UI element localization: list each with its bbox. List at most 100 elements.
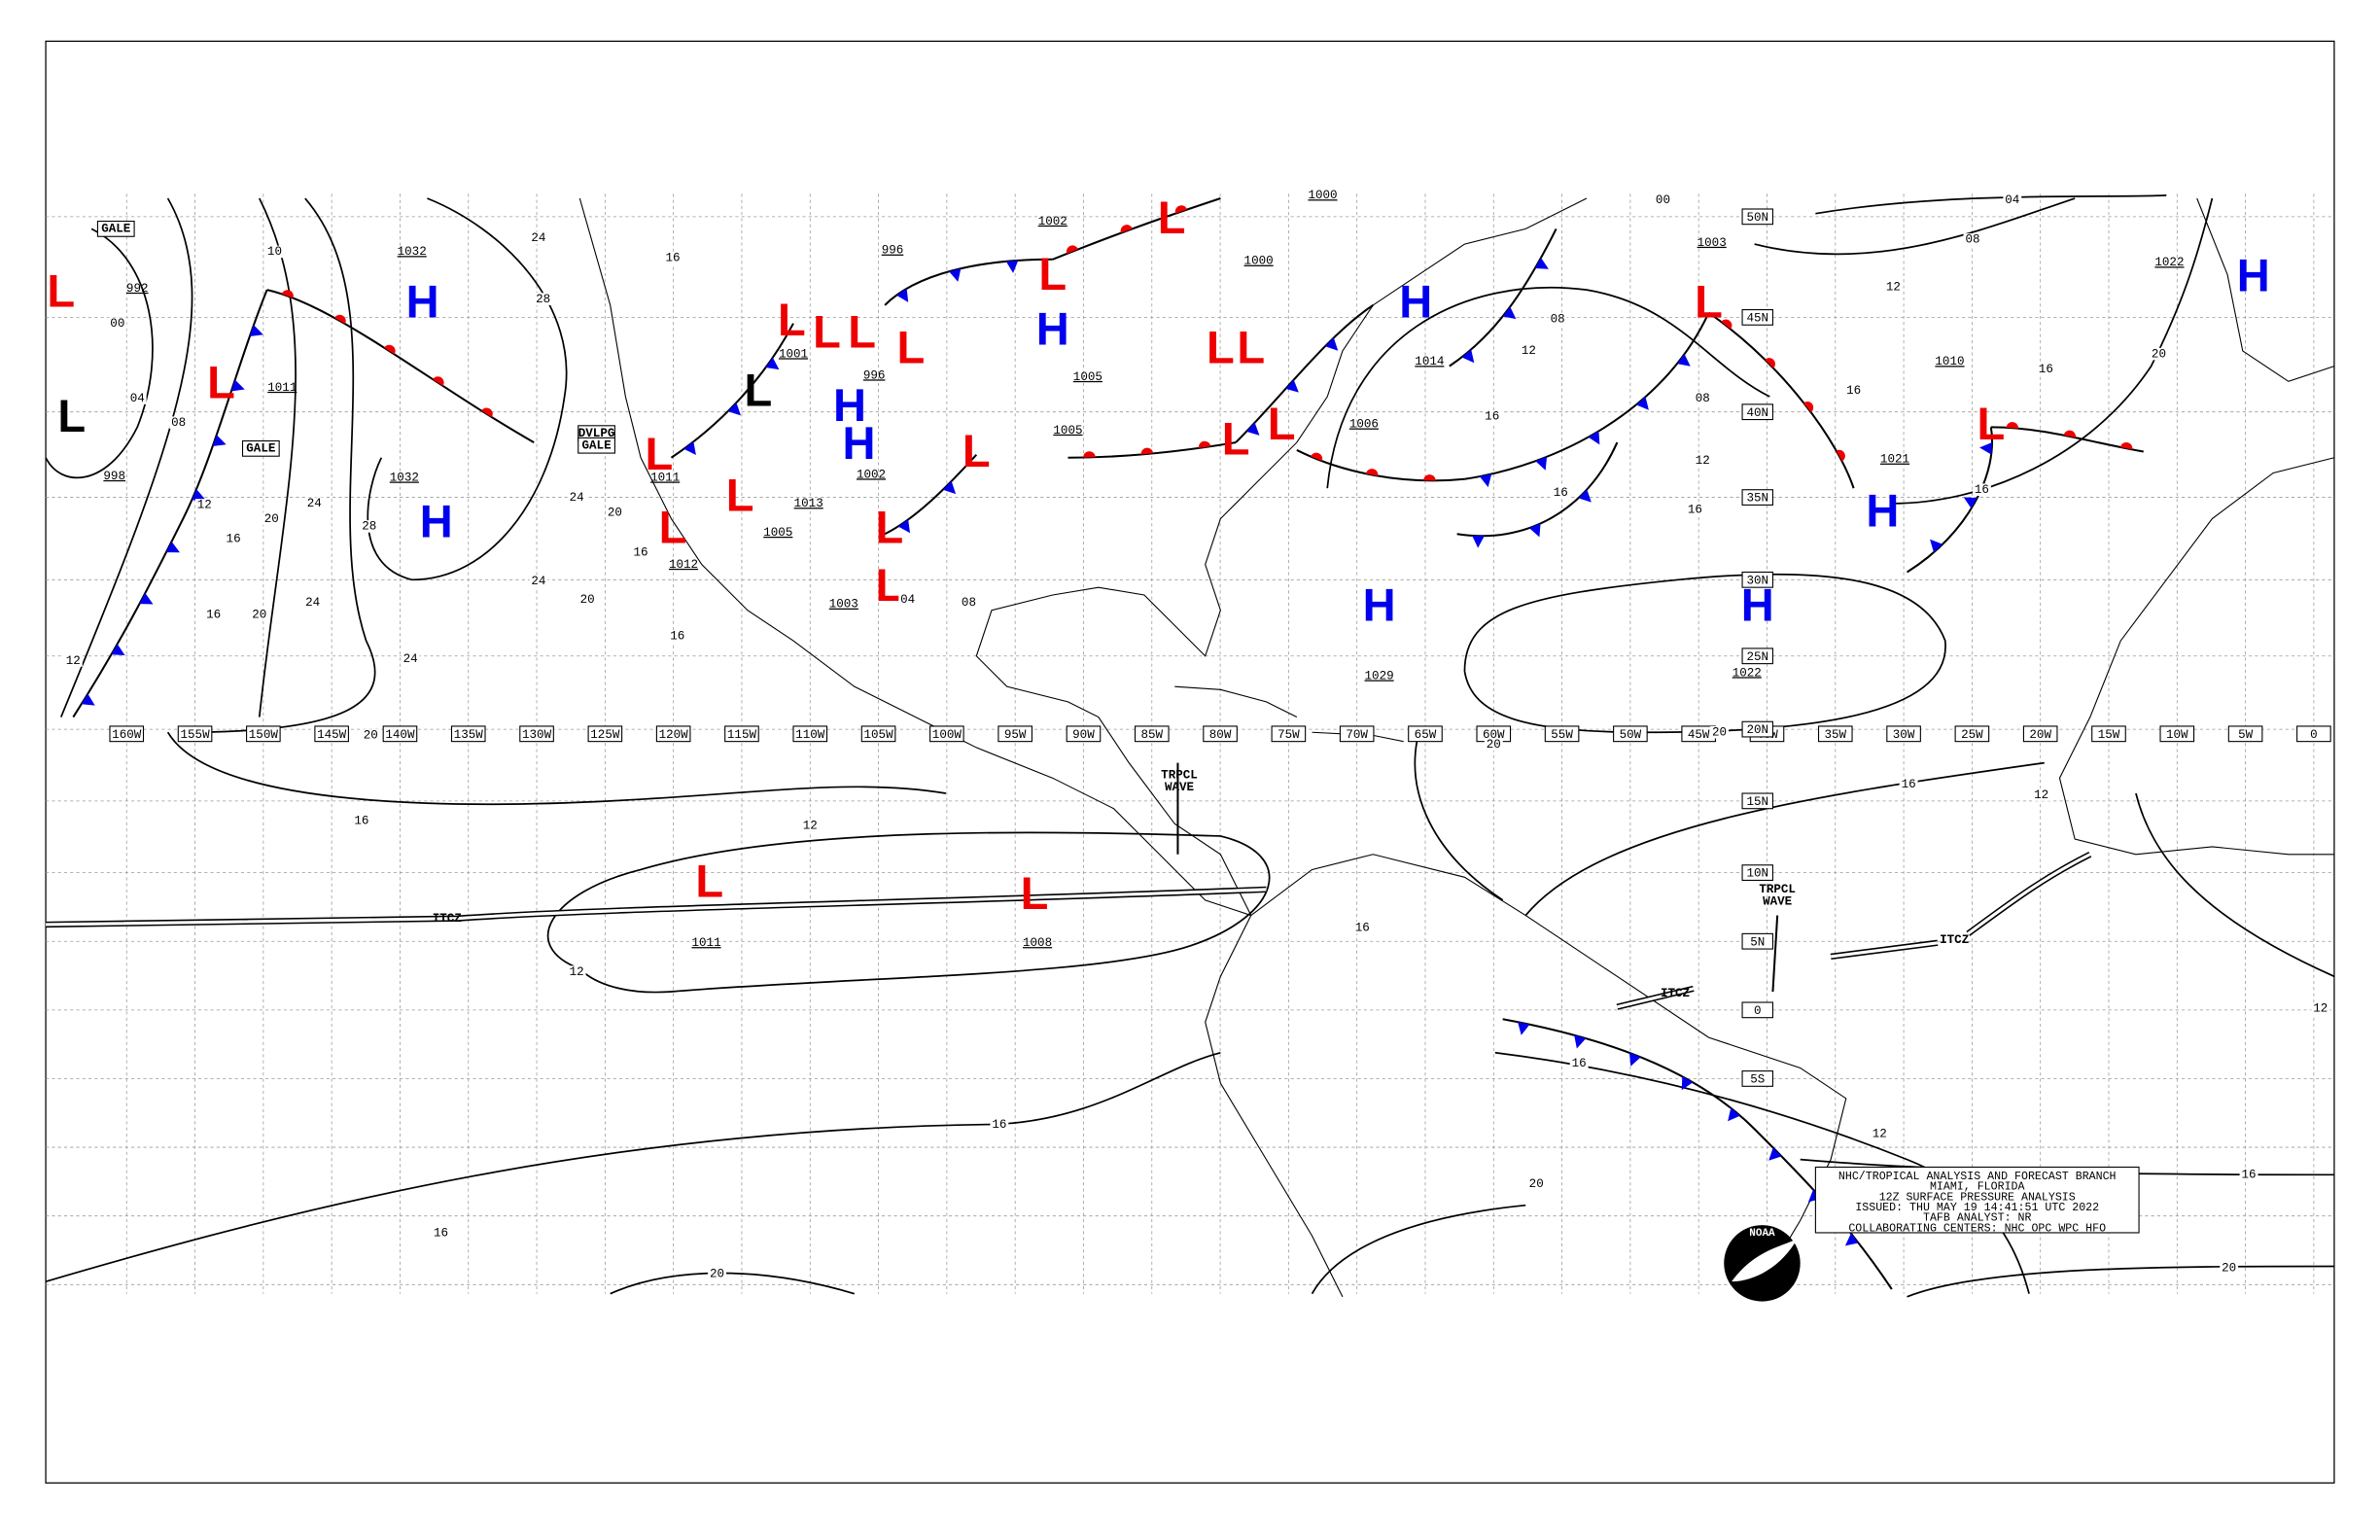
isobar [1891,197,2214,505]
longitude-label-box [724,725,759,743]
fronts [72,197,2144,1290]
isobar-label-bg [529,231,548,245]
cold-front-pip [230,379,245,392]
cold-front [1464,312,1710,480]
isobar-label-bg [63,654,83,667]
longitude-label: 115W [727,728,757,742]
latitude-label-box [1741,403,1773,421]
isobar-label: 20 [252,609,266,622]
isobar-label: 16 [1355,921,1370,934]
longitude-label-box [1954,725,1990,743]
itcz-band [1617,853,2091,1009]
pressure-center: L [875,502,903,553]
latitude-label-box [1741,792,1773,810]
pressure-center: L [1158,192,1186,243]
pressure-center: L [1268,398,1296,449]
isobar [1494,1051,2030,1294]
cold-front-pip [1502,306,1517,320]
latitude-label: 5S [1750,1073,1765,1087]
isobar-label: 12 [2034,788,2048,802]
warm-front [1052,197,1221,261]
warm-front-pip [1120,225,1133,233]
annotation: WAVE [1165,781,1195,794]
longitude-label-box [1339,725,1375,743]
isobar-label: 16 [1846,384,1861,398]
longitude-label: 85W [1140,728,1163,742]
latitude-label-box [1741,208,1773,226]
isobar-label: 12 [2313,1002,2328,1016]
longitude-label-box [1613,725,1648,743]
latitude-label-box [1741,309,1773,326]
isobar [166,731,947,806]
central-pressure: 1032 [390,471,419,484]
central-pressure: 1002 [857,468,886,481]
central-pressure: 1001 [779,347,808,361]
longitude-label-box [792,725,828,743]
isobar-label-bg [1710,725,1729,739]
longitude-label-box [1886,725,1921,743]
cold-front-pip [896,288,909,302]
central-pressure: 1006 [1349,418,1379,432]
warm-front-pip [433,376,444,386]
info-line: NHC/TROPICAL ANALYSIS AND FORECAST BRANC… [1838,1171,2117,1183]
isobar-label-bg [534,293,553,305]
warm-front-pip [1066,245,1079,254]
isobar-label: 20 [1487,738,1501,752]
pressure-center: H [1036,303,1069,355]
isobar-label-bg [2032,788,2051,801]
itcz-band [1616,851,2092,1010]
annotation: ITCZ [433,912,462,926]
latitude-label: 45N [1746,312,1768,326]
isobar-label-bg [1973,483,1991,497]
longitude-label-box [1408,725,1443,743]
isobar-label-bg [108,317,127,330]
isobar-label: 16 [1975,483,1989,497]
pressure-center: L [1207,321,1235,372]
pressure-center: L [1237,321,1265,372]
longitude-label: 135W [454,728,484,742]
isobar-label: 08 [1696,392,1710,405]
longitude-label: 80W [1209,728,1232,742]
isobar-label: 12 [1886,280,1901,294]
central-pressure: 998 [103,470,125,483]
isobar-label-bg [1551,486,1570,500]
isobar-label: 16 [665,252,680,265]
isobar-label-bg [1484,738,1503,752]
pressure-center: H [1399,275,1432,327]
longitude-label-box [860,725,896,743]
longitude-label: 90W [1072,728,1095,742]
longitude-label: 15W [2098,728,2120,742]
isobar-label-bg [1519,344,1538,358]
longitude-label-box [655,725,691,743]
itcz [46,762,2092,1010]
central-pressure: 1022 [2154,256,2184,269]
longitude-label-box [1203,725,1238,743]
cold-front-pip [1461,349,1475,364]
pressure-center: L [47,264,75,316]
isobar [1311,1204,1526,1295]
isobar-label: 16 [1554,486,1568,500]
cold-front-pip [249,325,263,337]
coastlines [578,197,2335,1298]
cold-front-pip [1479,473,1492,488]
isobar-label: 20 [2222,1261,2236,1275]
isobar-label: 20 [264,512,279,526]
longitude-label: 0 [2310,728,2318,742]
longitude-label-box [109,725,145,743]
isobar-label: 28 [362,520,376,534]
longitude-label: 95W [1004,728,1027,742]
annotation: TRPCL [1161,768,1198,782]
central-pressure: 992 [126,282,149,296]
longitude-label: 5W [2238,728,2254,742]
cold-front-pip [1535,456,1548,471]
longitude-label: 150W [249,728,279,742]
isobar-label: 12 [570,965,584,979]
cold-front-pip [1246,422,1260,436]
cold-front-pip [1681,1076,1694,1091]
isobar [1524,761,2045,917]
isobar [610,1272,856,1295]
annotation-box [241,439,280,457]
cold-front-pip [683,441,696,456]
warm-front-pip [1765,358,1775,368]
warm-front [1707,311,1855,489]
